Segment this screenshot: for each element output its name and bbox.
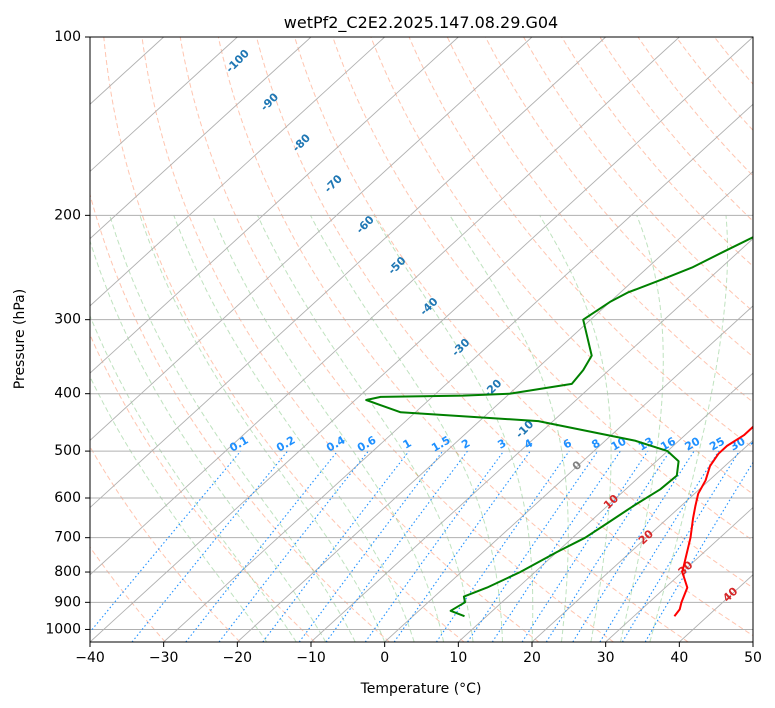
x-tick-label: −10 (296, 650, 326, 666)
mixing-ratio-line (185, 450, 339, 642)
y-tick-label: 1000 (45, 621, 81, 637)
dry-adiabat-line (370, 37, 753, 495)
dry-adiabat-line (103, 37, 465, 642)
moist-adiabat-line (619, 215, 664, 642)
dry-adiabat-line (523, 37, 753, 313)
y-tick-label: 600 (54, 490, 81, 506)
isotherm-line (90, 37, 606, 509)
moist-adiabat-line (649, 215, 728, 642)
y-tick-label: 900 (54, 594, 81, 610)
moist-adiabat-line (90, 239, 327, 642)
mixing-ratio-line (262, 450, 410, 642)
moist-adiabat-line (539, 215, 612, 642)
mixing-ratio-line (90, 450, 242, 633)
mixing-ratio-line (467, 450, 599, 642)
mixing-ratio-line (218, 450, 369, 642)
mixing-ratio-line (572, 450, 695, 642)
isotherm-line (531, 439, 753, 642)
dry-adiabat-line (256, 37, 753, 637)
plot-frame (89, 36, 754, 643)
y-tick-label: 700 (54, 530, 81, 546)
moist-adiabat-line (139, 215, 386, 642)
isotherm-line (458, 372, 753, 642)
mixing-ratio-line (393, 450, 531, 642)
isotherm-line (90, 37, 312, 240)
y-tick-label: 400 (54, 386, 81, 402)
dewpoint-profile (365, 236, 753, 618)
isotherm-line (310, 238, 753, 642)
mixing-ratio-label: 36 (748, 434, 768, 453)
dry-adiabat-line (217, 37, 689, 642)
dry-adiabat-line (446, 37, 753, 403)
mixing-ratio-line (599, 450, 720, 642)
profile-lines (365, 236, 753, 618)
moist-adiabat-line (173, 215, 415, 642)
chart-title: wetPf2_C2E2.2025.147.08.29.G04 (284, 13, 558, 33)
moist-adiabat-line (90, 314, 297, 642)
x-tick-label: 50 (744, 650, 762, 666)
moist-adiabat-line (109, 215, 356, 642)
isotherm-line (90, 37, 533, 441)
moist-adiabat-line (212, 215, 445, 642)
isotherm-line (237, 170, 753, 642)
moist-adiabat-line (310, 215, 503, 642)
isotherm-line (90, 37, 238, 173)
y-tick-label: 100 (54, 29, 81, 45)
background-lines (90, 37, 753, 642)
isotherm-line (90, 37, 459, 374)
dry-adiabat-line (141, 37, 540, 642)
x-tick-label: 10 (449, 650, 467, 666)
isotherm-line (90, 37, 385, 307)
isotherm-line (384, 305, 753, 642)
isotherm-line (90, 37, 753, 642)
mixing-ratio-line (364, 450, 505, 642)
isotherm-line (163, 103, 753, 642)
x-tick-label: 30 (597, 650, 615, 666)
x-tick-label: 20 (523, 650, 541, 666)
x-tick-label: −20 (223, 650, 253, 666)
dry-adiabat-line (294, 37, 753, 589)
x-tick-label: 0 (380, 650, 389, 666)
mixing-ratio-line (621, 450, 740, 642)
temperature-profile (673, 425, 753, 617)
moist-adiabat-line (257, 215, 474, 642)
dry-adiabat-line (332, 37, 753, 542)
x-tick-label: −30 (149, 650, 179, 666)
x-tick-label: −40 (75, 650, 105, 666)
dry-adiabat-line (90, 333, 316, 642)
mixing-ratio-line (131, 450, 289, 642)
dry-adiabat-line (90, 192, 390, 642)
isotherm-line (90, 37, 680, 576)
y-tick-label: 800 (54, 564, 81, 580)
axis-ticks: −40 −30 −20 −10 0 10 20 30 40 50 100 200 300 400 500 60… (45, 29, 762, 666)
y-tick-label: 200 (54, 207, 81, 223)
x-tick-label: 40 (670, 650, 688, 666)
dry-adiabat-line (179, 37, 614, 642)
y-tick-label: 500 (54, 443, 81, 459)
isotherm-line (605, 506, 753, 642)
dry-adiabat-line (637, 37, 753, 177)
dry-adiabat-line (484, 37, 753, 358)
mixing-ratio-line (545, 450, 671, 642)
dry-adiabat-line (408, 37, 753, 449)
dry-adiabat-line (599, 37, 753, 222)
x-axis-label: Temperature (°C) (360, 681, 482, 697)
y-tick-label: 300 (54, 312, 81, 328)
mixing-ratio-line (644, 461, 753, 642)
y-axis-label: Pressure (hPa) (12, 289, 28, 389)
